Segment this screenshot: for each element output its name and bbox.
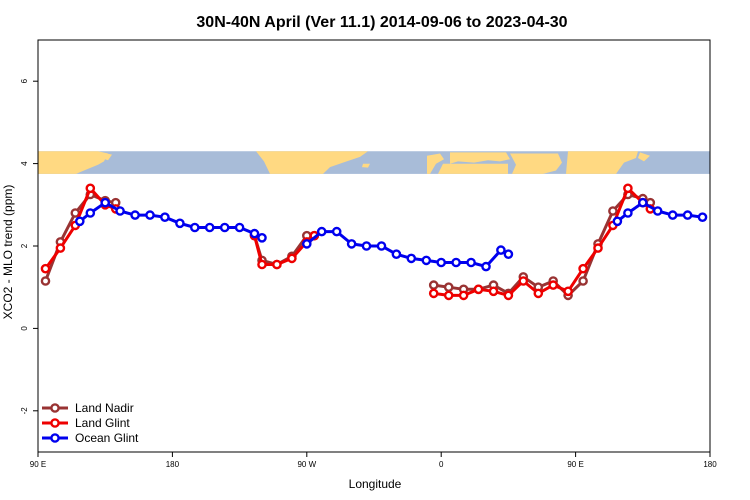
data-point [85,208,96,218]
x-tick-label: 180 [703,460,717,469]
asia-land [38,151,108,174]
data-point [361,241,372,251]
legend-marker [50,403,60,413]
data-point [443,282,454,293]
data-point [75,216,85,227]
data-point [130,210,140,220]
africa-land [438,163,508,174]
data-point [331,226,342,237]
data-point [473,284,484,295]
data-point [593,243,603,253]
data-point [234,222,245,233]
data-point [503,290,514,301]
data-point [272,259,282,270]
middle-east-land [510,153,562,174]
y-tick-label: -2 [20,407,29,415]
data-point [496,245,506,255]
data-point [40,276,51,286]
data-point [458,290,469,301]
y-axis: -2 0 2 4 6 [20,78,38,414]
data-point [219,222,230,233]
y-tick-label: 0 [20,326,29,331]
x-tick-label: 0 [439,460,444,469]
legend-label: Ocean Glint [75,431,139,445]
data-point [376,241,387,251]
y-tick-label: 2 [20,243,29,248]
data-point [55,243,66,253]
data-point [608,206,618,216]
y-tick-label: 6 [20,78,29,83]
data-point [481,261,491,272]
japan-land [101,152,112,161]
data-point [518,276,529,286]
data-point [488,286,499,297]
data-point [160,212,170,222]
legend-label: Land Glint [75,416,130,430]
data-point [697,212,708,222]
series-ocean-glint [75,197,708,272]
data-point [667,210,678,220]
data-point [503,249,514,259]
data-point [451,257,461,268]
data-point [421,255,432,266]
data-point [652,206,663,216]
x-axis: 90 E 180 90 W 0 90 E 180 [30,452,717,469]
data-point [301,239,312,249]
data-point [436,257,447,268]
data-point [257,232,267,243]
series-layer [40,183,708,301]
data-point [638,197,648,208]
atlantic-isle-land [362,163,370,168]
data-point [189,222,200,233]
legend-marker [50,433,60,443]
data-point [249,228,260,239]
data-point [548,280,559,290]
japan-land-2 [638,152,650,162]
north-america-land [256,151,368,174]
europe-africa-land [427,153,444,174]
data-point [287,253,297,264]
world-map-band [38,151,710,174]
data-point [443,290,454,301]
data-point [40,263,51,274]
y-axis-label: XCO2 - MLO trend (ppm) [1,185,15,320]
data-point [115,206,125,216]
data-point [204,222,215,233]
series-line [433,186,652,297]
data-point [623,208,633,218]
data-point [406,253,417,264]
data-point [466,257,476,268]
x-tick-label: 90 E [567,460,583,469]
x-tick-label: 180 [166,460,180,469]
data-point [100,197,110,208]
series-line [433,193,652,297]
legend-marker [50,418,60,428]
data-point [145,210,155,220]
mediterranean-land [450,152,510,164]
data-point [316,226,327,237]
data-point [578,276,588,286]
data-point [428,288,439,299]
data-point [175,218,185,229]
data-point [682,210,693,220]
legend-label: Land Nadir [75,401,134,415]
chart-title: 30N-40N April (Ver 11.1) 2014-09-06 to 2… [196,14,567,31]
data-point [612,216,623,227]
east-asia-land [566,151,638,174]
x-tick-label: 90 W [297,460,316,469]
data-point [578,263,588,274]
data-point [257,259,267,270]
data-point [623,183,633,194]
data-point [346,239,357,249]
data-point [85,183,96,194]
data-point [428,280,439,290]
x-axis-label: Longitude [349,477,402,491]
data-point [533,288,544,299]
y-tick-label: 4 [20,161,29,166]
data-point [391,249,402,259]
data-point [563,286,573,297]
x-tick-label: 90 E [30,460,46,469]
